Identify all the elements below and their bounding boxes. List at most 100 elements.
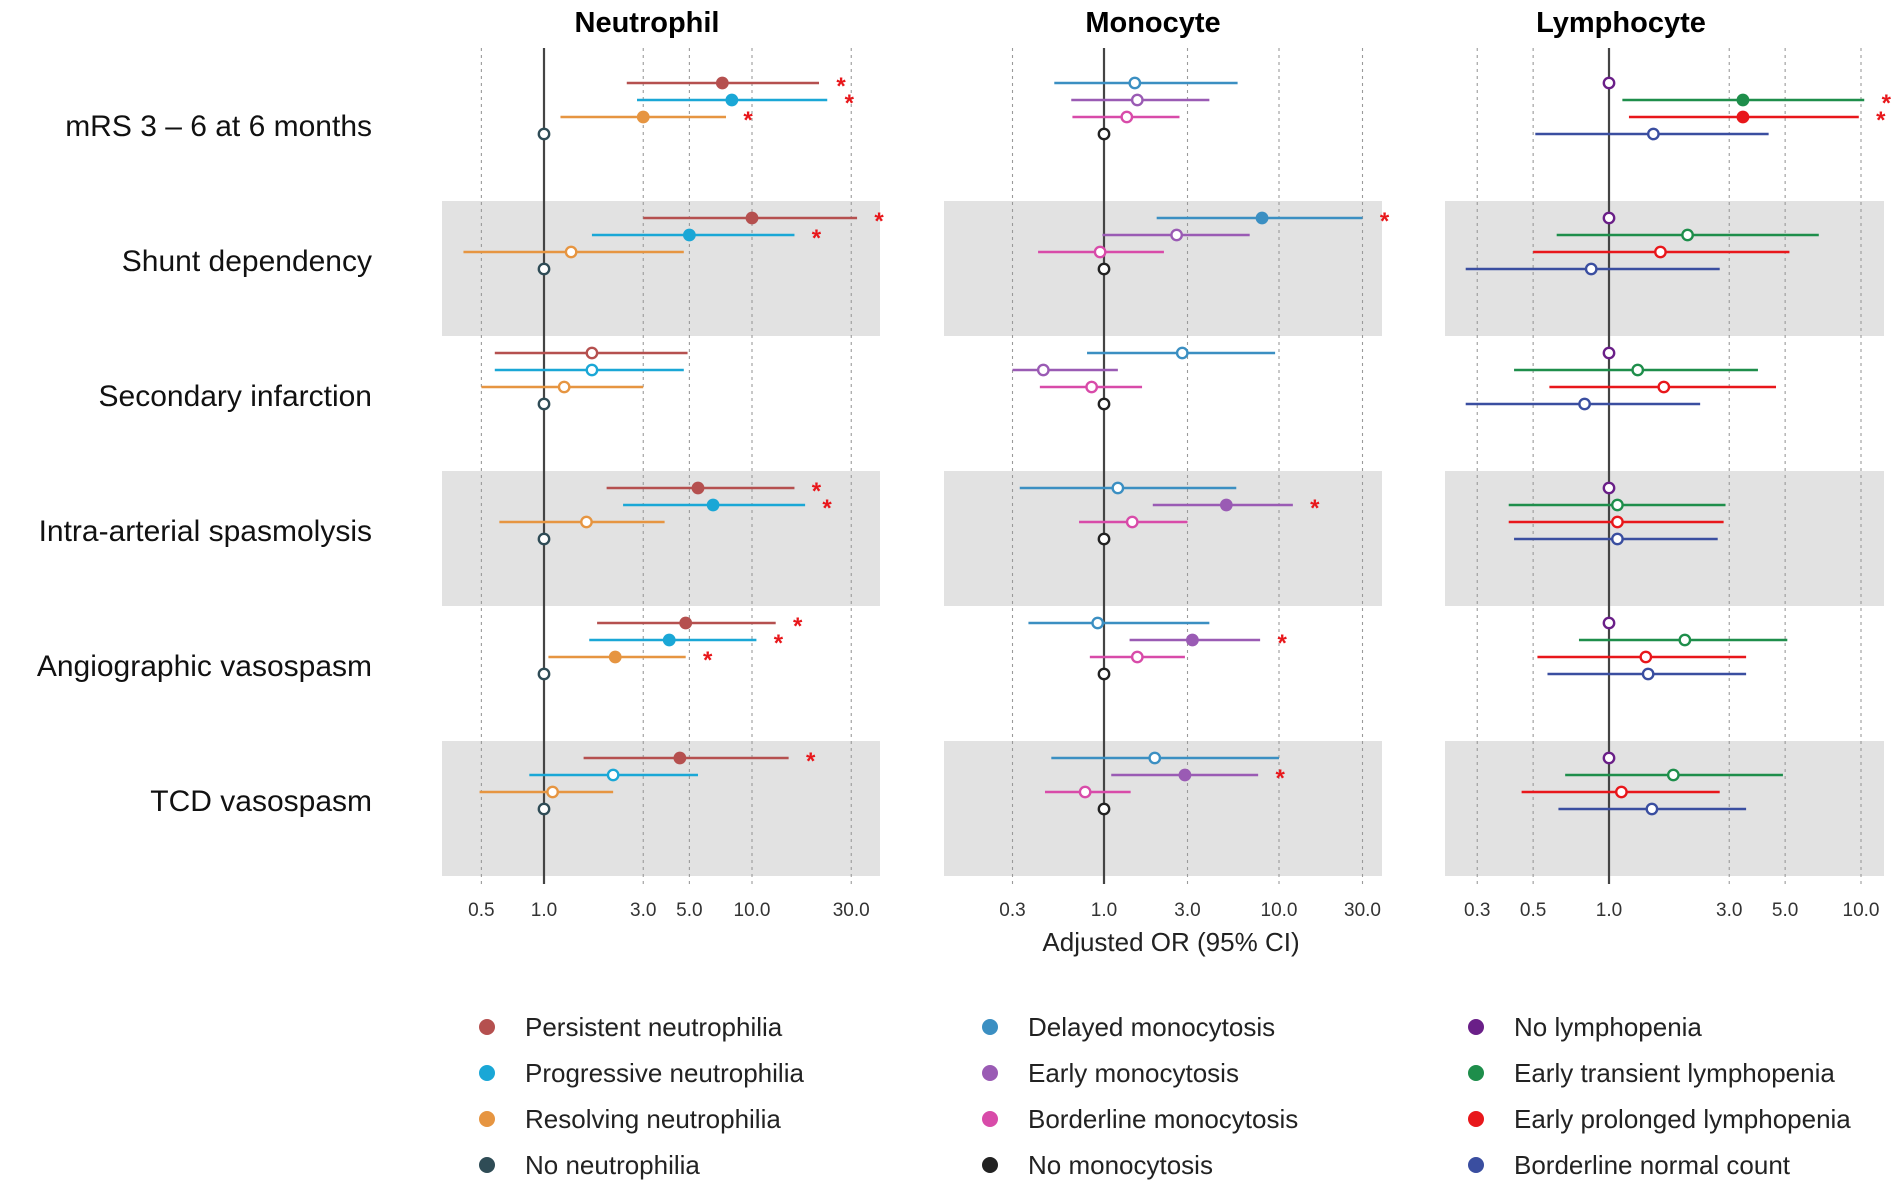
outcome-label: TCD vasospasm [150, 785, 372, 818]
outcome-label: Secondary infarction [99, 380, 373, 413]
neutrophil-tick-label: 0.5 [468, 900, 494, 921]
lymphocyte-panel-title: Lymphocyte [1536, 7, 1706, 39]
lymphocyte-tick-label: 3.0 [1716, 900, 1742, 921]
neutrophil-point-estimate [673, 751, 687, 765]
monocyte-point-estimate [1097, 802, 1111, 816]
neutrophil-point-estimate [585, 346, 599, 360]
neutrophil-tick-label: 10.0 [734, 900, 771, 921]
lymphocyte-point-estimate [1678, 633, 1692, 647]
legend-label: Resolving neutrophilia [525, 1104, 781, 1134]
neutrophil-point-estimate [608, 650, 622, 664]
lymphocyte-significance-asterisk: * [1876, 107, 1886, 134]
legend-label: Borderline monocytosis [1028, 1104, 1298, 1134]
lymphocyte-point-estimate [1657, 380, 1671, 394]
neutrophil-point-estimate [725, 93, 739, 107]
legend-swatch [982, 1111, 998, 1127]
neutrophil-panel-title: Neutrophil [575, 7, 720, 39]
monocyte-point-estimate [1170, 228, 1184, 242]
monocyte-significance-asterisk: * [1380, 208, 1390, 235]
legend-label: Persistent neutrophilia [525, 1012, 783, 1042]
lymphocyte-point-estimate [1602, 751, 1616, 765]
neutrophil-point-estimate [537, 397, 551, 411]
legend-label: Borderline normal count [1514, 1150, 1791, 1180]
lymphocyte-point-estimate [1611, 515, 1624, 529]
monocyte-shade-band [944, 741, 1382, 876]
monocyte-point-estimate [1111, 481, 1125, 495]
x-axis-label: Adjusted OR (95% CI) [1042, 927, 1299, 957]
legend-swatch [982, 1065, 998, 1081]
neutrophil-point-estimate [715, 76, 729, 90]
legend-label: No monocytosis [1028, 1150, 1213, 1180]
lymphocyte-tick-label: 10.0 [1843, 900, 1880, 921]
monocyte-significance-asterisk: * [1275, 765, 1285, 792]
lymphocyte-point-estimate [1602, 481, 1616, 495]
lymphocyte-point-estimate [1578, 397, 1591, 411]
monocyte-point-estimate [1085, 380, 1099, 394]
legend-swatch [982, 1019, 998, 1035]
outcome-label: Angiographic vasospasm [37, 650, 372, 683]
legend-label: No lymphopenia [1514, 1012, 1702, 1042]
neutrophil-significance-asterisk: * [822, 495, 832, 522]
neutrophil-significance-asterisk: * [793, 613, 803, 640]
legend-swatch [1468, 1065, 1484, 1081]
lymphocyte-point-estimate [1615, 785, 1628, 799]
legend-label: Progressive neutrophilia [525, 1058, 804, 1088]
tick-label-layer: 0.5 1.0 3.0 5.0 10.0 30.0 0.3 1.0 3.0 10.0 30.0 0.3… [468, 900, 1879, 921]
monocyte-point-estimate [1125, 515, 1139, 529]
monocyte-point-estimate [1130, 93, 1144, 107]
neutrophil-shade-band [442, 201, 880, 336]
legend-layer: Persistent neutrophilia Progressive neutr… [479, 1012, 1851, 1180]
monocyte-significance-asterisk: * [1277, 630, 1287, 657]
monocyte-tick-label: 30.0 [1344, 900, 1381, 921]
lymphocyte-tick-label: 1.0 [1596, 900, 1622, 921]
panel-title-layer: Neutrophil Monocyte Lymphocyte [575, 7, 1706, 39]
lymphocyte-point-estimate [1611, 498, 1624, 512]
legend-swatch [479, 1111, 495, 1127]
monocyte-significance-asterisk: * [1310, 495, 1320, 522]
neutrophil-significance-asterisk: * [812, 225, 822, 252]
outcome-label: Intra-arterial spasmolysis [39, 515, 372, 548]
monocyte-tick-label: 1.0 [1091, 900, 1117, 921]
estimate-mark-layer: ***************** [463, 73, 1892, 816]
monocyte-point-estimate [1036, 363, 1050, 377]
neutrophil-point-estimate [546, 785, 560, 799]
monocyte-point-estimate [1255, 211, 1269, 225]
lymphocyte-point-estimate [1602, 616, 1616, 630]
monocyte-point-estimate [1097, 532, 1111, 546]
neutrophil-point-estimate [564, 245, 578, 259]
monocyte-point-estimate [1097, 127, 1111, 141]
legend-swatch [479, 1065, 495, 1081]
monocyte-point-estimate [1078, 785, 1092, 799]
neutrophil-tick-label: 5.0 [676, 900, 702, 921]
neutrophil-point-estimate [606, 768, 620, 782]
neutrophil-point-estimate [679, 616, 693, 630]
lymphocyte-point-estimate [1602, 346, 1616, 360]
lymphocyte-point-estimate [1611, 532, 1624, 546]
neutrophil-significance-asterisk: * [743, 107, 753, 134]
neutrophil-point-estimate [580, 515, 593, 529]
legend-swatch [982, 1157, 998, 1173]
lymphocyte-point-estimate [1602, 76, 1616, 90]
monocyte-point-estimate [1097, 667, 1111, 681]
monocyte-panel-title: Monocyte [1085, 7, 1220, 39]
neutrophil-significance-asterisk: * [703, 647, 713, 674]
lymphocyte-point-estimate [1736, 93, 1750, 107]
monocyte-point-estimate [1148, 751, 1162, 765]
legend-label: Delayed monocytosis [1028, 1012, 1275, 1042]
neutrophil-significance-asterisk: * [836, 73, 846, 100]
monocyte-shade-band [944, 201, 1382, 336]
legend-label: No neutrophilia [525, 1150, 700, 1180]
monocyte-shade-band [944, 471, 1382, 606]
monocyte-point-estimate [1219, 498, 1233, 512]
lymphocyte-point-estimate [1639, 650, 1653, 664]
neutrophil-point-estimate [745, 211, 759, 225]
lymphocyte-point-estimate [1645, 802, 1659, 816]
monocyte-point-estimate [1093, 245, 1107, 259]
legend-swatch [1468, 1111, 1484, 1127]
lymphocyte-point-estimate [1736, 110, 1750, 124]
monocyte-point-estimate [1178, 768, 1192, 782]
lymphocyte-tick-label: 0.5 [1520, 900, 1546, 921]
lymphocyte-point-estimate [1646, 127, 1660, 141]
monocyte-point-estimate [1186, 633, 1199, 647]
monocyte-point-estimate [1091, 616, 1105, 630]
